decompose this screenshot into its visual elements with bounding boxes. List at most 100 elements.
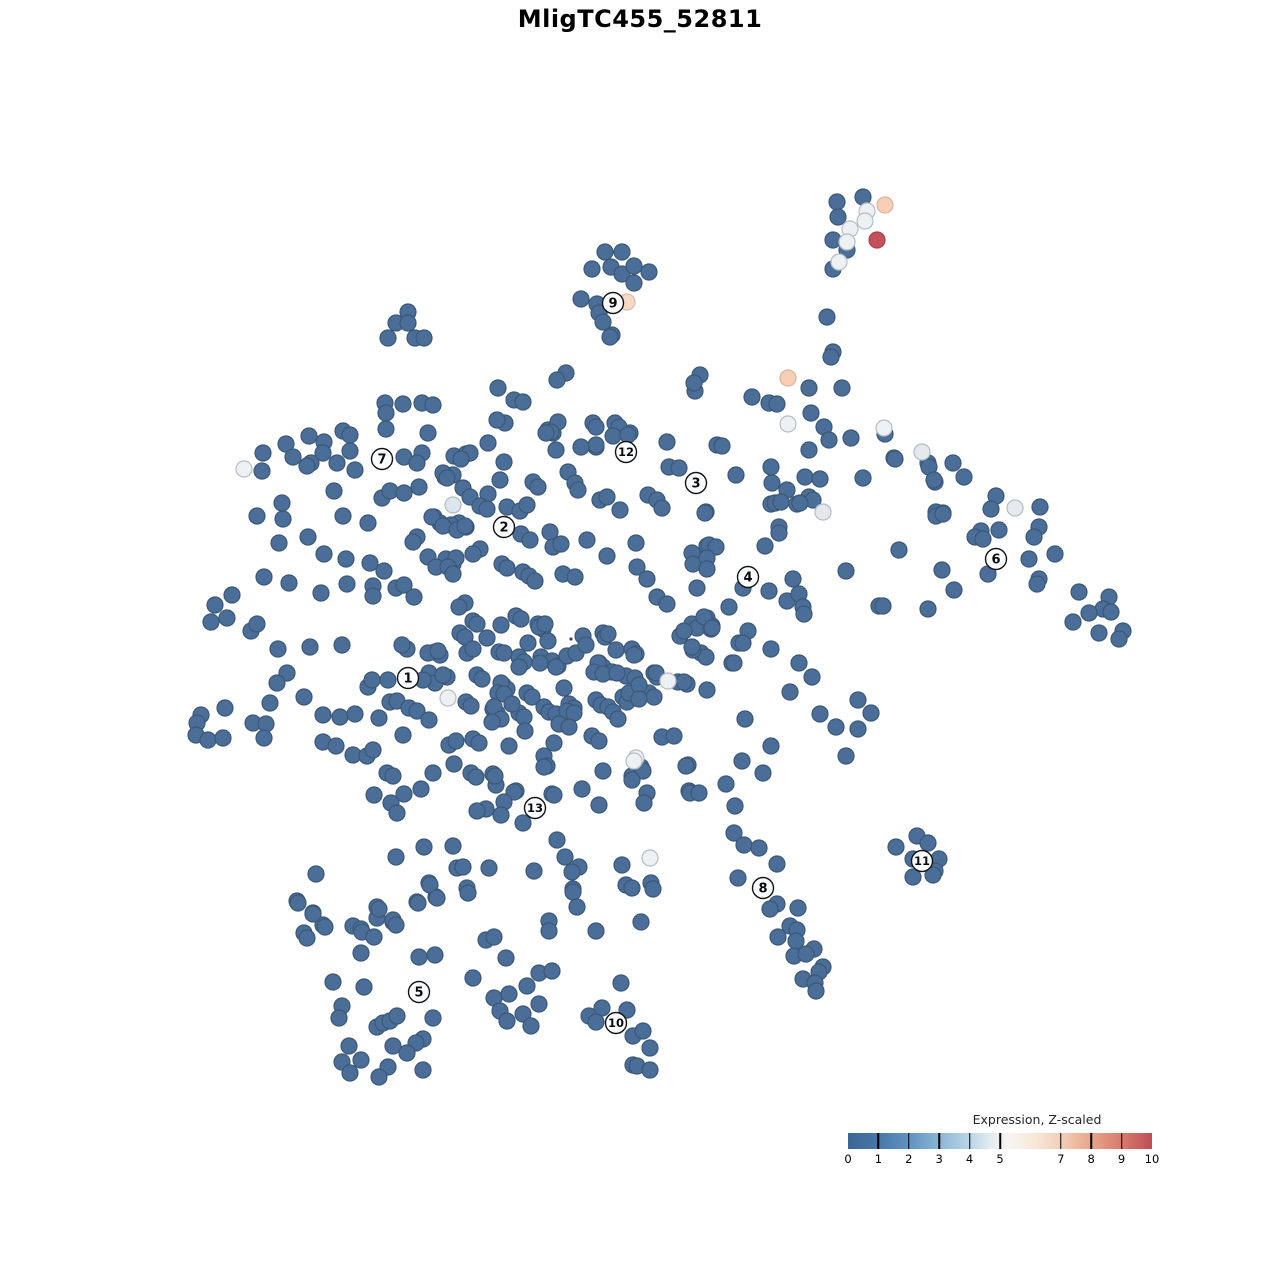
data-point <box>743 388 761 406</box>
data-point <box>607 641 625 659</box>
data-point <box>787 932 805 950</box>
data-point <box>647 664 665 682</box>
data-point <box>781 683 799 701</box>
data-point <box>467 768 485 786</box>
data-point <box>298 929 316 947</box>
data-point <box>414 1061 432 1079</box>
data-point <box>468 615 486 633</box>
data-point <box>641 1061 659 1079</box>
data-point <box>658 595 676 613</box>
data-point <box>1031 498 1049 516</box>
data-point <box>398 1044 416 1062</box>
data-point <box>438 469 456 487</box>
data-point <box>384 1037 402 1055</box>
data-point <box>379 329 397 347</box>
data-point <box>670 459 688 477</box>
data-point <box>370 900 388 918</box>
data-point <box>713 437 731 455</box>
data-point <box>944 454 962 472</box>
data-point <box>644 880 662 898</box>
cluster-label-13: 13 <box>527 801 543 815</box>
data-point <box>683 638 701 656</box>
data-point <box>854 469 872 487</box>
data-point <box>426 946 444 964</box>
data-point <box>364 587 382 605</box>
data-point <box>925 471 943 489</box>
data-point <box>363 671 381 689</box>
data-point <box>800 379 818 397</box>
data-point <box>623 879 641 897</box>
data-point <box>464 640 482 658</box>
data-point <box>811 705 829 723</box>
data-point <box>355 978 373 996</box>
legend-tick-labels: 0 1 2 3 4 5 7 8 9 10 <box>844 1152 1159 1166</box>
data-point <box>300 427 318 445</box>
data-point <box>762 737 780 755</box>
data-point <box>352 944 370 962</box>
legend-tick-label: 1 <box>874 1152 883 1166</box>
data-point <box>269 640 287 658</box>
data-point <box>410 478 428 496</box>
data-point <box>333 636 351 654</box>
data-point <box>822 348 840 366</box>
data-point <box>514 1005 532 1023</box>
data-point <box>608 664 626 682</box>
legend-tick-line <box>999 1133 1001 1149</box>
data-point-highlight <box>1006 499 1024 517</box>
data-point <box>444 565 462 583</box>
data-point <box>733 752 751 770</box>
data-point <box>982 500 1000 518</box>
data-point <box>525 862 543 880</box>
data-point <box>531 654 549 672</box>
data-point <box>613 856 631 874</box>
data-point <box>301 638 319 656</box>
data-point <box>314 444 332 462</box>
data-point <box>327 737 345 755</box>
data-point <box>492 806 510 824</box>
data-point <box>270 534 288 552</box>
data-point <box>419 424 437 442</box>
data-point <box>955 468 973 486</box>
data-point <box>635 794 653 812</box>
data-point <box>685 374 703 392</box>
data-point <box>627 534 645 552</box>
data-point <box>653 499 671 517</box>
data-point-highlight <box>439 689 457 707</box>
data-point <box>760 582 778 600</box>
data-point <box>424 764 442 782</box>
data-point <box>299 528 317 546</box>
data-point <box>619 426 637 444</box>
data-point <box>492 616 510 634</box>
data-point <box>632 913 650 931</box>
data-point <box>688 579 706 597</box>
data-point <box>590 732 608 750</box>
data-point <box>365 928 383 946</box>
data-point <box>677 757 695 775</box>
data-point <box>346 705 364 723</box>
data-point <box>464 545 482 563</box>
data-point <box>698 560 716 578</box>
data-point <box>447 732 465 750</box>
data-point <box>675 622 693 640</box>
data-point <box>790 654 808 672</box>
data-point <box>560 718 578 736</box>
data-point <box>365 786 383 804</box>
data-point <box>479 434 497 452</box>
data-point <box>408 702 426 720</box>
data-point <box>464 969 482 987</box>
data-point <box>364 741 382 759</box>
data-point <box>522 1017 540 1035</box>
data-point <box>478 500 496 518</box>
data-point <box>803 668 821 686</box>
data-point <box>512 610 530 628</box>
cluster-label-3: 3 <box>691 477 700 492</box>
data-point <box>797 945 815 963</box>
data-point <box>945 581 963 599</box>
data-point <box>618 1001 636 1019</box>
data-point <box>399 314 417 332</box>
cluster-label-6: 6 <box>991 553 1000 568</box>
data-point <box>214 729 232 747</box>
data-point <box>829 208 847 226</box>
data-point <box>307 865 325 883</box>
data-point <box>818 308 836 326</box>
